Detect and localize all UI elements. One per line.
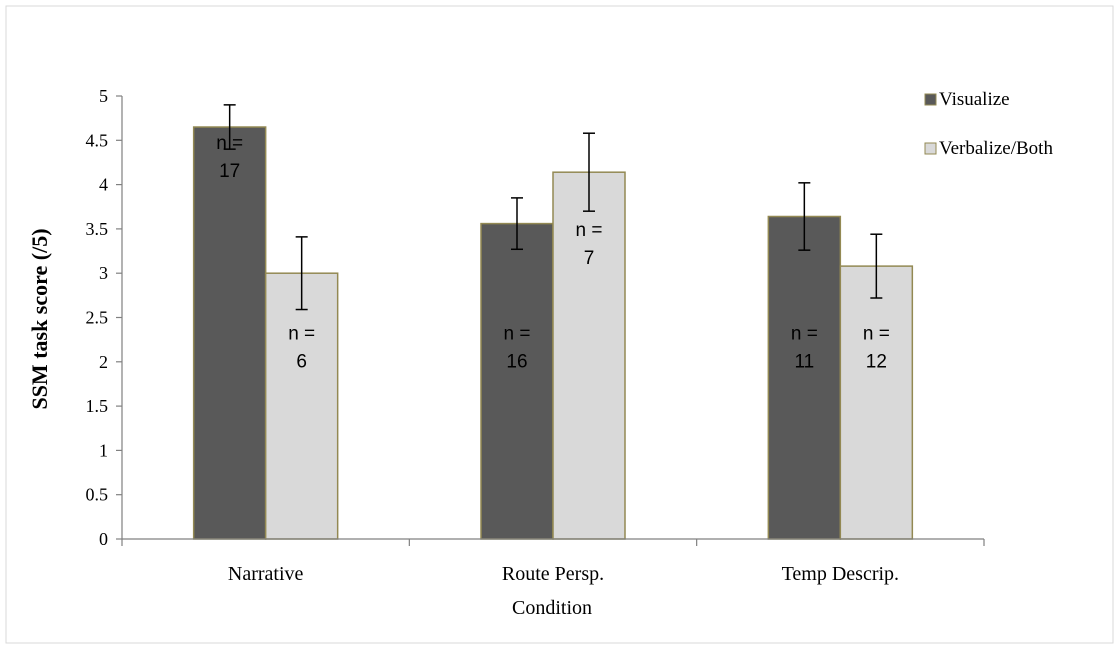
x-ticks-layer: Narrative Route Persp. Temp Descrip. bbox=[121, 539, 985, 585]
x-tick-label-0: Narrative bbox=[228, 563, 304, 585]
legend-label-1: Verbalize/Both bbox=[939, 138, 1053, 159]
y-tick-label-7: 3.5 bbox=[86, 219, 109, 239]
y-tick-label-5: 2.5 bbox=[86, 308, 109, 328]
y-tick-label-6: 3 bbox=[99, 263, 108, 283]
y-tick-label-4: 2 bbox=[99, 352, 108, 372]
bar-visualize-2 bbox=[767, 215, 842, 540]
y-tick-label-2: 1 bbox=[99, 440, 108, 460]
bar-verbalize-both-0 bbox=[264, 272, 339, 540]
n-label-prefix-0-2: n = bbox=[791, 324, 818, 345]
n-label-value-1-1: 7 bbox=[584, 248, 595, 269]
n-label-prefix-1-2: n = bbox=[863, 324, 890, 345]
y-tick-label-1: 0.5 bbox=[86, 485, 109, 505]
legend-swatch-1 bbox=[924, 142, 937, 155]
x-tick-label-2: Temp Descrip. bbox=[782, 563, 899, 585]
bar-visualize-1 bbox=[480, 222, 554, 540]
x-axis-label: Condition bbox=[512, 597, 592, 619]
y-tick-label-8: 4 bbox=[99, 175, 108, 195]
x-tick-label-1: Route Persp. bbox=[502, 563, 604, 585]
y-tick-label-0: 0 bbox=[99, 529, 108, 549]
n-label-value-0-1: 16 bbox=[506, 352, 527, 373]
bars-layer bbox=[192, 126, 914, 540]
n-labels-layer: n = 17 n = 16 n = 11 n = 6 n = 7 n = 12 bbox=[216, 133, 890, 373]
bar-verbalize-both-1 bbox=[552, 171, 626, 540]
n-label-prefix-0-0: n = bbox=[216, 133, 243, 154]
y-ticks-layer: 0 0.5 1 1.5 2 2.5 3 3.5 4 4.5 5 bbox=[86, 86, 122, 549]
y-tick-label-10: 5 bbox=[99, 86, 108, 106]
n-label-value-1-0: 6 bbox=[296, 352, 307, 373]
y-axis-label: SSM task score (/5) bbox=[27, 228, 52, 409]
n-label-prefix-1-1: n = bbox=[576, 220, 603, 241]
legend-label-0: Visualize bbox=[939, 89, 1010, 110]
n-label-value-0-2: 11 bbox=[794, 352, 814, 373]
bar-visualize-0 bbox=[192, 126, 267, 540]
n-label-prefix-1-0: n = bbox=[288, 324, 315, 345]
bar-verbalize-both-2 bbox=[839, 265, 914, 540]
legend: Visualize Verbalize/Both bbox=[924, 89, 1053, 159]
legend-swatch-0 bbox=[924, 93, 937, 106]
n-label-value-0-0: 17 bbox=[219, 161, 240, 182]
y-tick-label-9: 4.5 bbox=[86, 130, 109, 150]
n-label-prefix-0-1: n = bbox=[504, 324, 531, 345]
error-bars-layer bbox=[223, 104, 883, 311]
y-tick-label-3: 1.5 bbox=[86, 396, 109, 416]
n-label-value-1-2: 12 bbox=[866, 352, 887, 373]
